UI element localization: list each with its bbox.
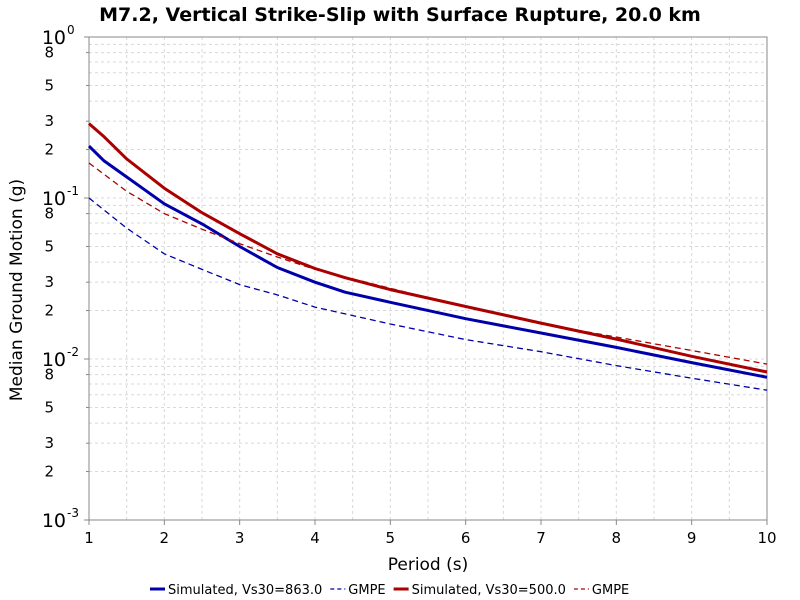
y-minor-tick-label: 5	[44, 237, 54, 255]
y-major-tick-exponent: -3	[67, 506, 79, 520]
grid	[88, 36, 768, 521]
y-minor-tick-label: 3	[44, 434, 54, 452]
x-tick-label: 10	[757, 529, 776, 547]
series-line-2	[88, 197, 768, 391]
x-tick-label: 3	[235, 529, 245, 547]
y-minor-tick-label: 5	[44, 76, 54, 94]
y-minor-tick-label: 2	[44, 302, 54, 320]
y-major-tick-label: 10	[42, 349, 66, 371]
x-tick-label: 7	[536, 529, 546, 547]
chart-title: M7.2, Vertical Strike-Slip with Surface …	[99, 4, 701, 26]
series-line-4	[88, 162, 768, 365]
legend: Simulated, Vs30=863.0 GMPE Simulated, Vs30…	[150, 583, 629, 598]
y-major-tick-label: 10	[42, 27, 66, 49]
y-major-tick-exponent: -2	[67, 345, 79, 359]
y-minor-tick-label: 5	[44, 398, 54, 416]
y-major-tick-exponent: 0	[67, 23, 75, 37]
y-minor-tick-label: 3	[44, 112, 54, 130]
y-major-tick-label: 10	[42, 510, 66, 532]
legend-label-4: GMPE	[592, 583, 629, 598]
legend-label-2: GMPE	[348, 583, 385, 598]
x-tick-label: 2	[160, 529, 170, 547]
x-tick-label: 9	[687, 529, 697, 547]
y-axis-label: Median Ground Motion (g)	[7, 179, 27, 401]
x-tick-label: 8	[612, 529, 622, 547]
y-minor-tick-label: 8	[44, 205, 54, 223]
y-minor-tick-label: 8	[44, 366, 54, 384]
y-major-tick-exponent: -1	[67, 184, 79, 198]
x-tick-label: 1	[84, 529, 94, 547]
series-line-1	[87, 145, 768, 379]
y-minor-tick-label: 2	[44, 463, 54, 481]
plot-frame	[88, 36, 768, 521]
series-line-3	[88, 122, 768, 374]
legend-label-3: Simulated, Vs30=500.0	[412, 583, 566, 598]
y-minor-tick-label: 2	[44, 141, 54, 159]
x-tick-label: 4	[310, 529, 320, 547]
y-minor-tick-label: 3	[44, 273, 54, 291]
legend-label-1: Simulated, Vs30=863.0	[168, 583, 322, 598]
x-axis-ticks: 1 2 3 4 5 6 7 8 9 10	[84, 520, 777, 547]
series-layer	[87, 122, 768, 391]
y-minor-tick-label: 8	[44, 44, 54, 62]
x-tick-label: 6	[461, 529, 471, 547]
x-axis-label: Period (s)	[388, 555, 469, 575]
y-major-tick-label: 10	[42, 188, 66, 210]
x-tick-label: 5	[386, 529, 396, 547]
